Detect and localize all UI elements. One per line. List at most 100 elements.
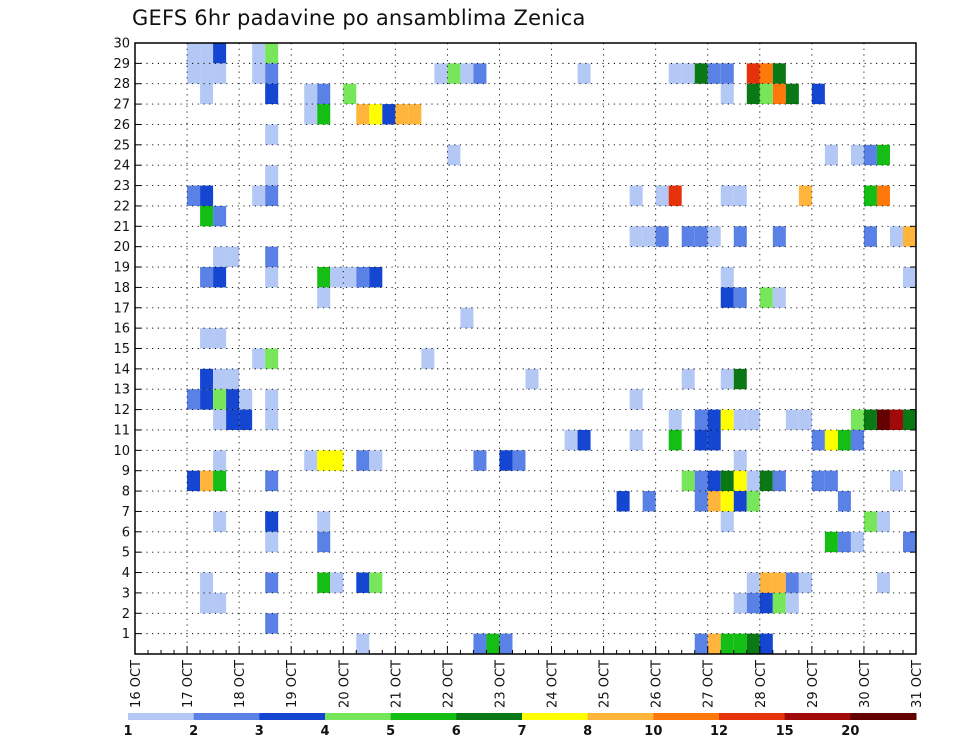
heatmap-cell: [798, 185, 812, 206]
heatmap-cell: [707, 633, 721, 654]
y-tick-label: 21: [113, 220, 130, 235]
heatmap-cell: [629, 226, 643, 247]
heatmap-cell: [668, 63, 682, 84]
heatmap-cell: [473, 633, 487, 654]
heatmap-cell: [720, 409, 734, 430]
heatmap-cell: [213, 409, 227, 430]
heatmap-cell: [785, 592, 799, 614]
y-tick-label: 17: [113, 301, 130, 316]
colorbar-label: 3: [255, 724, 264, 739]
heatmap-cell: [889, 470, 903, 492]
heatmap-cell: [733, 450, 747, 471]
y-tick-label: 28: [113, 77, 130, 92]
heatmap-cell: [746, 491, 760, 512]
heatmap-cell: [265, 124, 279, 145]
heatmap-cell: [902, 531, 916, 553]
y-tick-label: 4: [122, 566, 130, 581]
heatmap-cell: [265, 572, 279, 593]
heatmap-cell: [265, 83, 279, 105]
colorbar-label: 1: [123, 724, 132, 739]
heatmap-cell: [265, 511, 279, 532]
y-tick-label: 13: [113, 383, 130, 398]
heatmap-cell: [746, 592, 760, 614]
heatmap-cell: [265, 613, 279, 634]
heatmap-cell: [863, 226, 877, 247]
y-tick-label: 19: [113, 261, 130, 276]
heatmap-cell: [213, 511, 227, 532]
heatmap-cell: [252, 185, 266, 206]
heatmap-cell: [512, 450, 526, 471]
heatmap-cell: [772, 63, 786, 84]
y-tick-label: 5: [122, 546, 130, 561]
heatmap-cell: [213, 328, 227, 349]
x-tick-label: 22 OCT: [441, 660, 456, 708]
heatmap-cell: [421, 348, 435, 369]
heatmap-cell: [200, 43, 214, 64]
x-tick-label: 17 OCT: [181, 660, 196, 708]
heatmap-cell: [265, 470, 279, 492]
heatmap-cell: [772, 83, 786, 105]
heatmap-cell: [369, 267, 383, 288]
heatmap-cell: [200, 63, 214, 84]
heatmap-cell: [863, 409, 877, 430]
heatmap-cell: [720, 267, 734, 288]
heatmap-cell: [304, 104, 318, 125]
heatmap-cell: [200, 328, 214, 349]
colorbar-segment: [784, 713, 851, 720]
x-tick-label: 16 OCT: [129, 660, 144, 708]
heatmap-cell: [720, 287, 734, 308]
heatmap-cell: [213, 389, 227, 410]
heatmap-cell: [382, 104, 396, 125]
heatmap-cell: [200, 185, 214, 206]
heatmap-cell: [226, 409, 240, 430]
grid-lines: [135, 43, 916, 654]
y-tick-label: 10: [113, 444, 130, 459]
heatmap-cell: [200, 470, 214, 492]
x-tick-label: 30 OCT: [858, 660, 873, 708]
y-tick-label: 25: [113, 138, 130, 153]
colorbar: 1 2 3 4 5 6 7 8 10 12 15 20: [123, 713, 917, 739]
heatmap-cell: [746, 409, 760, 430]
heatmap-cell: [304, 450, 318, 471]
heatmap-cell: [200, 368, 214, 390]
colorbar-label: 4: [320, 724, 329, 739]
x-tick-label: 28 OCT: [754, 660, 769, 708]
heatmap-cell: [564, 429, 578, 451]
y-tick-label: 29: [113, 57, 130, 72]
heatmap-cell: [876, 409, 890, 430]
heatmap-cell: [213, 205, 227, 227]
heatmap-cell: [720, 633, 734, 654]
heatmap-cell: [343, 83, 357, 105]
heatmap-cell: [317, 267, 331, 288]
heatmap-cell: [811, 429, 825, 451]
heatmap-cell: [187, 389, 201, 410]
colorbar-segment: [653, 713, 720, 720]
heatmap-cell: [694, 429, 708, 451]
heatmap-cell: [629, 389, 643, 410]
x-tick-label: 31 OCT: [910, 660, 925, 708]
heatmap-cell: [642, 491, 656, 512]
y-tick-label: 23: [113, 179, 130, 194]
heatmap-cell: [720, 491, 734, 512]
heatmap-cell: [694, 491, 708, 512]
heatmap-cell: [850, 429, 864, 451]
heatmap-cell: [265, 267, 279, 288]
colorbar-label: 10: [644, 724, 662, 739]
heatmap-cell: [499, 633, 513, 654]
colorbar-segment: [325, 713, 392, 720]
heatmap-cell: [577, 429, 591, 451]
y-tick-label: 18: [113, 281, 130, 296]
x-tick-label: 23 OCT: [493, 660, 508, 708]
heatmap-cell: [759, 287, 773, 308]
heatmap-cell: [525, 368, 539, 390]
heatmap-cell: [304, 83, 318, 105]
heatmap-cell: [265, 531, 279, 553]
y-tick-label: 12: [113, 403, 130, 418]
y-tick-label: 26: [113, 118, 130, 133]
heatmap-cell: [759, 470, 773, 492]
heatmap-cell: [707, 470, 721, 492]
heatmap-cell: [317, 450, 331, 471]
heatmap-cell: [772, 226, 786, 247]
heatmap-cell: [356, 450, 370, 471]
heatmap-cell: [473, 450, 487, 471]
